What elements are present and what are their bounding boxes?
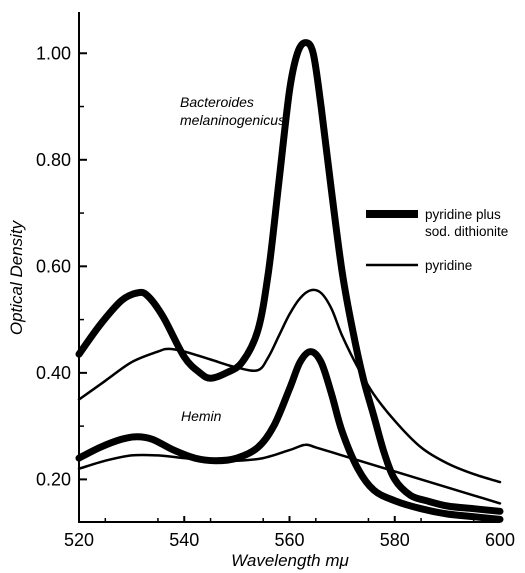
legend: pyridine plus sod. dithionite pyridine — [366, 207, 508, 273]
x-axis-title: Wavelength mμ — [231, 551, 349, 570]
annotation-line: Bacteroides — [180, 94, 254, 110]
legend-label-thick-line2: sod. dithionite — [425, 224, 508, 239]
annotation-line: melaninogenicus — [180, 112, 285, 128]
x-tick-label: 540 — [169, 530, 199, 550]
y-tick-label: 1.00 — [36, 43, 71, 63]
series-line-hemin-thick — [75, 348, 504, 523]
axes: 520 540 560 580 600 0.20 0.40 0.60 0.80 1.00 — [36, 12, 515, 550]
x-tick-label: 580 — [380, 530, 410, 550]
annotation-hemin: Hemin — [181, 408, 222, 424]
y-tick-label: 0.80 — [36, 150, 71, 170]
y-tick-label: 0.20 — [36, 469, 71, 489]
x-tick-label: 520 — [64, 530, 94, 550]
y-tick-label: 0.40 — [36, 363, 71, 383]
x-tick-label: 600 — [485, 530, 515, 550]
y-tick-label: 0.60 — [36, 256, 71, 276]
series-line-bacteroides-thick — [75, 39, 504, 515]
curves — [75, 39, 504, 523]
series-line-hemin-thin — [77, 443, 502, 505]
x-tick-label: 560 — [274, 530, 304, 550]
series-line-bacteroides-thin — [77, 288, 502, 484]
legend-label-thick-line1: pyridine plus — [425, 207, 501, 222]
legend-label-thin: pyridine — [425, 258, 472, 273]
annotation-bacteroides: Bacteroides melaninogenicus — [180, 94, 285, 128]
y-axis-title: Optical Density — [7, 219, 26, 335]
